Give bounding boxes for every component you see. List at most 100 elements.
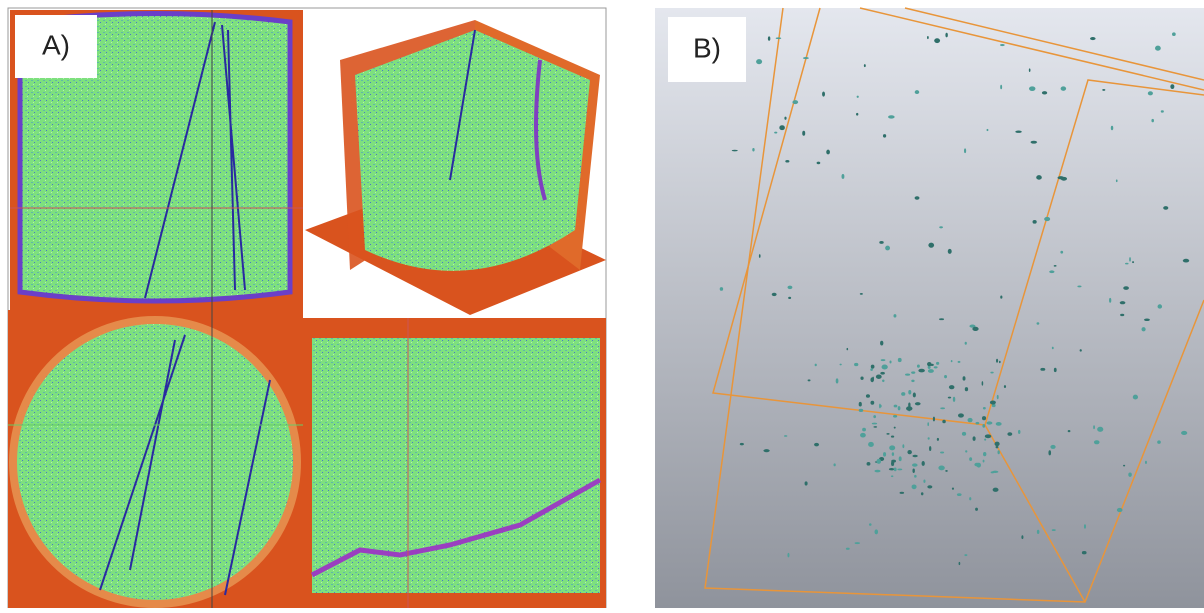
particle: [1128, 472, 1132, 476]
particle: [913, 392, 916, 397]
particle: [1093, 425, 1095, 429]
particle: [826, 150, 830, 155]
particle: [859, 402, 862, 407]
particle: [936, 362, 939, 365]
particle: [846, 548, 850, 550]
particle: [995, 442, 1000, 447]
particle: [759, 254, 761, 258]
particle: [993, 488, 999, 492]
particle: [923, 480, 925, 483]
particle: [882, 379, 884, 382]
particle: [1133, 395, 1138, 400]
particle: [880, 372, 885, 375]
particle: [996, 359, 998, 363]
particle: [788, 297, 791, 299]
particle: [1054, 368, 1057, 372]
particle: [911, 371, 915, 373]
particle: [873, 426, 877, 428]
particle: [803, 57, 809, 59]
particle: [889, 445, 895, 450]
particle: [859, 409, 864, 412]
particle: [856, 113, 858, 116]
particle: [928, 437, 930, 439]
particle: [720, 287, 723, 291]
particle: [945, 470, 948, 472]
particle: [740, 443, 744, 445]
particle: [892, 452, 894, 456]
particle: [929, 446, 931, 451]
particle: [1145, 461, 1147, 464]
particle: [1116, 179, 1118, 182]
particle: [879, 241, 883, 244]
particle: [972, 327, 978, 331]
particle: [1037, 322, 1040, 324]
particle: [860, 376, 863, 379]
particle: [958, 413, 964, 417]
particle: [905, 374, 910, 376]
particle: [1060, 251, 1063, 254]
particle: [883, 134, 886, 137]
particle: [964, 554, 967, 556]
particle: [872, 423, 877, 425]
particle: [1050, 445, 1055, 449]
particle: [897, 468, 902, 470]
particle: [1007, 432, 1012, 436]
particle: [785, 160, 789, 163]
particle: [992, 471, 998, 473]
particle: [876, 459, 881, 464]
particle: [891, 436, 894, 438]
particle: [915, 90, 919, 94]
particle: [1036, 175, 1042, 180]
particle: [906, 406, 912, 411]
particle: [1172, 32, 1176, 36]
particle: [938, 466, 944, 471]
particle: [893, 415, 897, 418]
particle: [940, 407, 945, 409]
particle: [934, 38, 940, 43]
particle: [864, 64, 866, 67]
particle: [1158, 304, 1163, 308]
particle: [881, 359, 886, 361]
particle: [945, 33, 947, 38]
particle: [933, 417, 935, 422]
particle: [963, 376, 966, 380]
particle: [1109, 298, 1111, 303]
particle: [752, 148, 754, 151]
particle: [984, 438, 986, 440]
particle: [983, 460, 985, 463]
particle: [997, 450, 999, 454]
particle: [871, 365, 875, 369]
particle: [1052, 529, 1056, 531]
particle: [890, 361, 892, 364]
particle: [927, 362, 931, 366]
particle: [983, 407, 986, 409]
particle: [1000, 85, 1002, 90]
particle: [774, 132, 777, 134]
particle: [1084, 524, 1086, 528]
particle: [915, 196, 920, 199]
particle: [1111, 126, 1113, 130]
particle: [1054, 265, 1057, 267]
particle: [834, 463, 836, 466]
particle: [940, 452, 944, 454]
particle: [1120, 301, 1126, 304]
particle: [939, 318, 944, 320]
particle: [1033, 220, 1037, 224]
particle: [822, 91, 825, 96]
particle: [901, 392, 905, 396]
particle: [1082, 551, 1087, 554]
particle: [867, 462, 871, 466]
particle: [911, 380, 914, 383]
panel-label: A): [42, 29, 70, 60]
particle: [957, 493, 962, 496]
particle: [1090, 37, 1095, 40]
particle: [1018, 430, 1020, 434]
particle: [763, 449, 769, 452]
particle: [1015, 130, 1021, 132]
particle: [912, 463, 918, 466]
particle: [902, 444, 904, 448]
particle: [1080, 349, 1082, 352]
particle: [1141, 327, 1145, 331]
particle: [879, 404, 881, 409]
particle: [944, 375, 947, 378]
